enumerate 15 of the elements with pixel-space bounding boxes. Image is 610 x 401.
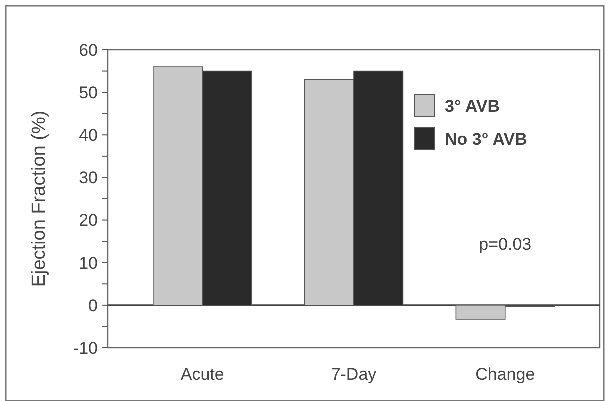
legend-label: 3° AVB: [445, 96, 500, 116]
y-tick-label: 50: [79, 84, 98, 103]
y-tick-label: 20: [79, 211, 98, 230]
y-tick-label: 30: [79, 168, 98, 188]
x-tick-label: Acute: [180, 365, 224, 384]
y-tick-label: 0: [88, 296, 98, 316]
annotation: p=0.03: [479, 235, 532, 254]
y-tick-label: 10: [79, 254, 98, 273]
x-tick-label: Change: [476, 365, 536, 384]
legend-label: No 3° AVB: [445, 130, 528, 149]
y-axis-title: Ejection Fraction (%): [29, 110, 50, 288]
y-tick-label: -10: [73, 338, 98, 358]
y-tick-label: 40: [79, 126, 98, 146]
y-tick-label: 60: [79, 40, 98, 60]
x-tick-label: 7-Day: [331, 365, 378, 384]
